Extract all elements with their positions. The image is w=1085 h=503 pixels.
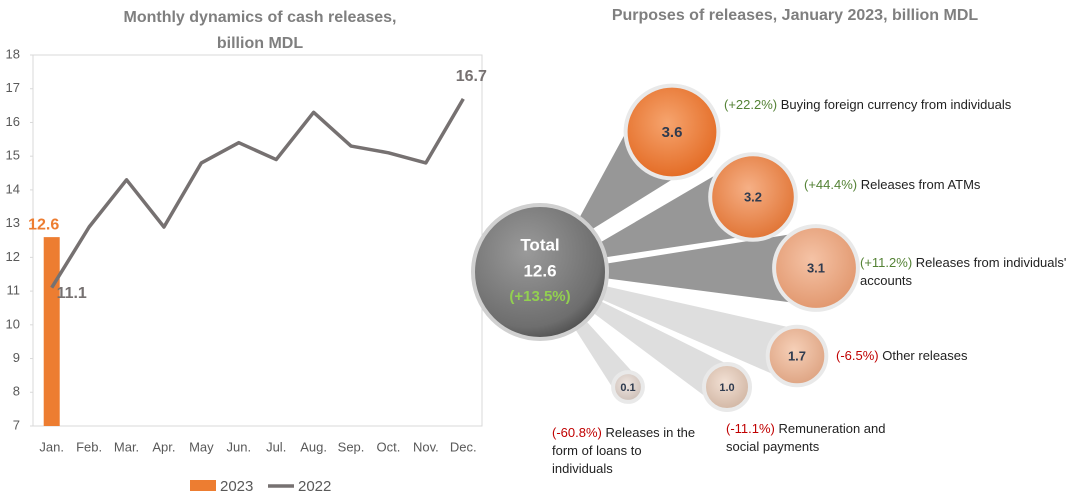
bubble-value: 3.2	[744, 189, 762, 204]
change: (+11.2%)	[860, 255, 913, 270]
bubble	[772, 224, 860, 312]
purpose: Releases from ATMs	[860, 177, 981, 192]
chart-title: Monthly dynamics of cash releases,	[124, 9, 397, 26]
data-label: 12.6	[28, 216, 59, 233]
x-tick-label: Aug.	[300, 439, 327, 454]
change: (-6.5%)	[836, 348, 879, 363]
bubble	[765, 324, 829, 388]
x-tick-label: Sep.	[338, 439, 365, 454]
y-tick-label: 13	[6, 215, 20, 230]
connector	[585, 296, 738, 405]
bubble-label: (-11.1%) Remuneration and social payment…	[726, 420, 906, 456]
bubble-label: (-60.8%) Releases in the form of loans t…	[552, 424, 697, 478]
x-tick-label: Jun.	[227, 439, 252, 454]
change: (-60.8%)	[552, 425, 602, 440]
total-value: 12.6	[523, 261, 556, 280]
legend-swatch	[190, 480, 216, 491]
y-tick-label: 17	[6, 80, 20, 95]
y-tick-label: 8	[13, 384, 20, 399]
data-label: 16.7	[456, 68, 487, 85]
change: (-11.1%)	[726, 421, 775, 436]
purpose: Remuneration and social payments	[726, 421, 886, 454]
bubble	[708, 152, 798, 242]
bubble-value: 0.1	[620, 382, 635, 394]
bubble-value: 3.6	[662, 124, 683, 141]
total-bubble	[471, 203, 609, 341]
purpose: Buying foreign currency from individuals	[780, 97, 1012, 112]
y-tick-label: 7	[13, 417, 20, 432]
x-tick-label: Mar.	[114, 439, 139, 454]
purpose: Other releases	[882, 348, 968, 363]
x-tick-label: Dec.	[450, 439, 477, 454]
bubble-value: 1.7	[788, 348, 806, 363]
x-tick-label: May	[189, 439, 214, 454]
connector	[592, 284, 806, 382]
y-tick-label: 18	[6, 46, 20, 61]
bubble	[611, 370, 645, 404]
y-tick-label: 14	[6, 181, 20, 196]
purpose: Releases in the form of loans to individ…	[552, 425, 696, 476]
connector	[596, 230, 817, 306]
bubble-label: (-6.5%) Other releases	[836, 347, 1056, 365]
bubble	[623, 83, 721, 181]
x-tick-label: Jan.	[39, 439, 64, 454]
bubble-label: (+44.4%) Releases from ATMs	[804, 176, 1044, 194]
bubble	[702, 362, 752, 412]
x-tick-label: Apr.	[152, 439, 175, 454]
total-label: Total	[520, 235, 559, 254]
data-label: 11.1	[57, 285, 87, 302]
chart-title: Purposes of releases, January 2023, bill…	[612, 7, 979, 24]
plot-area	[32, 54, 483, 427]
bubble-label: (+11.2%) Releases from individuals' acco…	[860, 254, 1080, 290]
change: (+22.2%)	[724, 97, 778, 112]
y-tick-label: 12	[6, 249, 20, 264]
line	[50, 97, 465, 289]
total-change: (+13.5%)	[509, 288, 570, 305]
purpose: Releases from individuals' accounts	[860, 255, 1067, 288]
chart-title: billion MDL	[217, 35, 303, 52]
bar	[43, 237, 60, 426]
x-tick-label: Jul.	[266, 439, 286, 454]
bubble-label: (+22.2%) Buying foreign currency from in…	[724, 96, 1054, 114]
y-tick-label: 15	[6, 148, 20, 163]
legend-label: 2023	[220, 478, 253, 495]
legend-label: 2022	[298, 478, 331, 495]
x-tick-label: Nov.	[413, 439, 439, 454]
y-tick-label: 16	[6, 114, 20, 129]
y-tick-label: 10	[6, 316, 20, 331]
bubble-value: 3.1	[807, 260, 825, 275]
y-tick-label: 9	[13, 350, 20, 365]
y-tick-label: 11	[7, 283, 21, 298]
x-tick-label: Oct.	[377, 439, 401, 454]
x-tick-label: Feb.	[76, 439, 102, 454]
bubble-value: 1.0	[719, 382, 734, 394]
change: (+44.4%)	[804, 177, 858, 192]
